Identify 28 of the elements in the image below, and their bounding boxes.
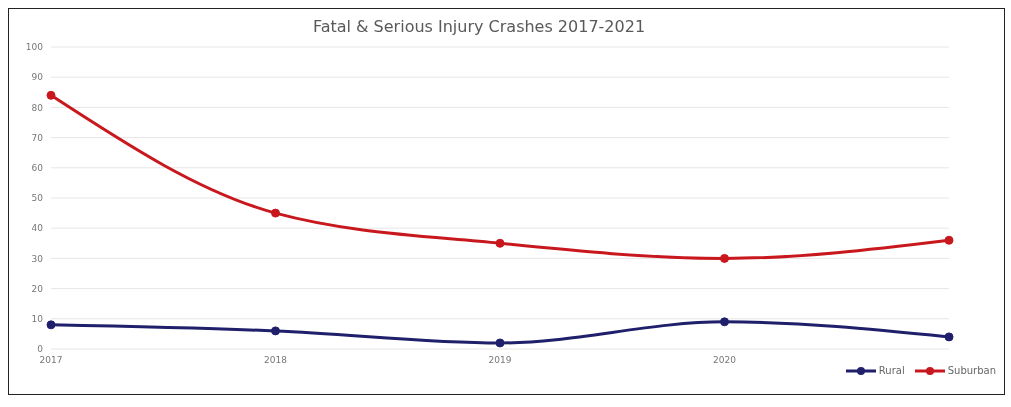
- x-tick-label: 2019: [488, 355, 512, 366]
- point: [495, 338, 505, 348]
- x-tick-label: 2020: [713, 355, 737, 366]
- point: [944, 235, 954, 245]
- point: [46, 320, 56, 330]
- legend-label: Suburban: [947, 365, 996, 376]
- y-tick-label: 20: [31, 283, 44, 294]
- y-tick-label: 0: [37, 344, 44, 355]
- y-tick-label: 10: [31, 313, 44, 324]
- point: [720, 317, 729, 327]
- point: [271, 326, 280, 336]
- x-tick-label: 2018: [264, 355, 288, 366]
- x-tick-label: 2017: [39, 355, 63, 366]
- point: [46, 90, 56, 100]
- y-tick-label: 70: [31, 132, 44, 143]
- y-tick-label: 60: [31, 163, 44, 173]
- point: [495, 238, 505, 248]
- point: [944, 332, 954, 342]
- y-tick-label: 30: [31, 253, 44, 264]
- y-tick-label: 40: [31, 223, 44, 234]
- legend-label: Rural: [878, 365, 905, 376]
- point: [720, 253, 729, 263]
- chart-title: Fatal & Serious Injury Crashes 2017-2021: [311, 17, 647, 36]
- y-tick-label: 50: [31, 193, 44, 204]
- point: [271, 208, 280, 218]
- y-tick-label: 100: [25, 42, 44, 53]
- y-tick-label: 90: [31, 72, 44, 83]
- y-tick-label: 80: [31, 102, 44, 113]
